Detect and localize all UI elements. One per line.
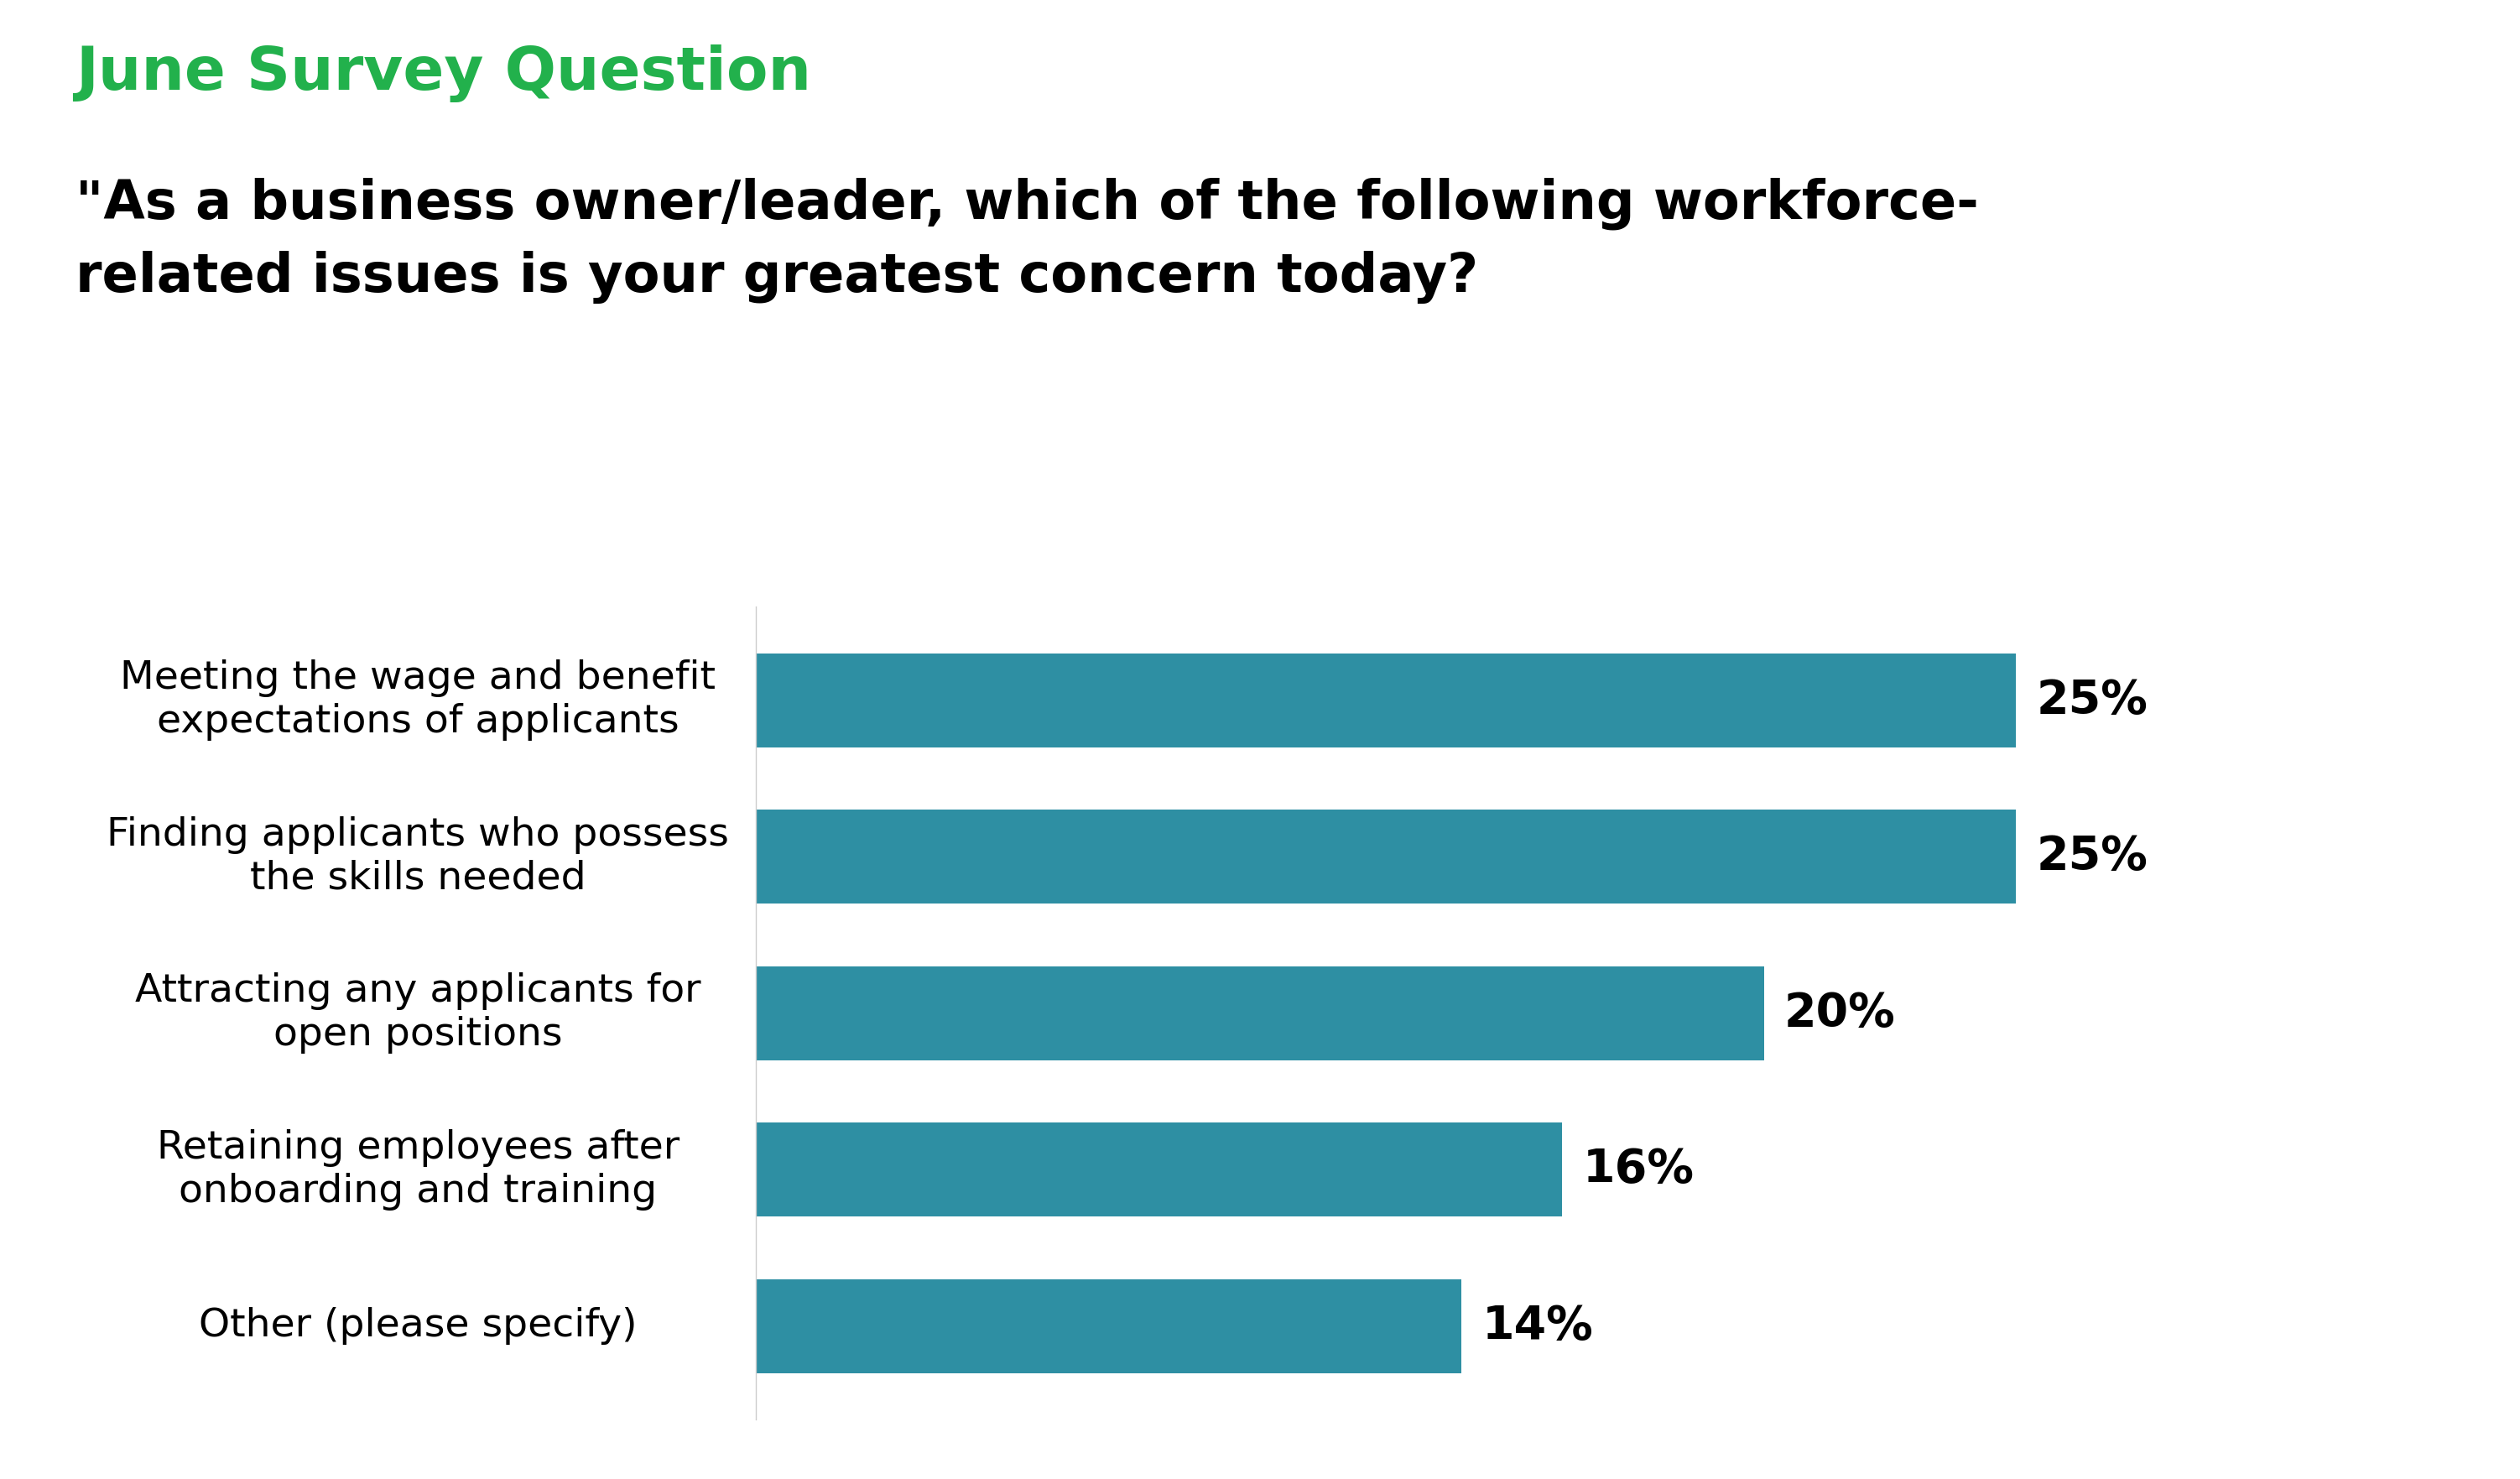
Bar bbox=[756, 966, 1764, 1060]
Text: "As a business owner/leader, which of the following workforce-
related issues is: "As a business owner/leader, which of th… bbox=[76, 177, 1978, 303]
Text: 16%: 16% bbox=[1583, 1146, 1693, 1192]
Bar bbox=[756, 654, 2016, 747]
Text: 20%: 20% bbox=[1784, 991, 1895, 1035]
Bar bbox=[756, 1279, 1462, 1373]
Text: 14%: 14% bbox=[1482, 1303, 1593, 1349]
Text: June Survey Question: June Survey Question bbox=[76, 44, 811, 102]
Text: 25%: 25% bbox=[2036, 834, 2147, 880]
Text: 25%: 25% bbox=[2036, 677, 2147, 723]
Bar bbox=[756, 809, 2016, 904]
Bar bbox=[756, 1123, 1562, 1216]
